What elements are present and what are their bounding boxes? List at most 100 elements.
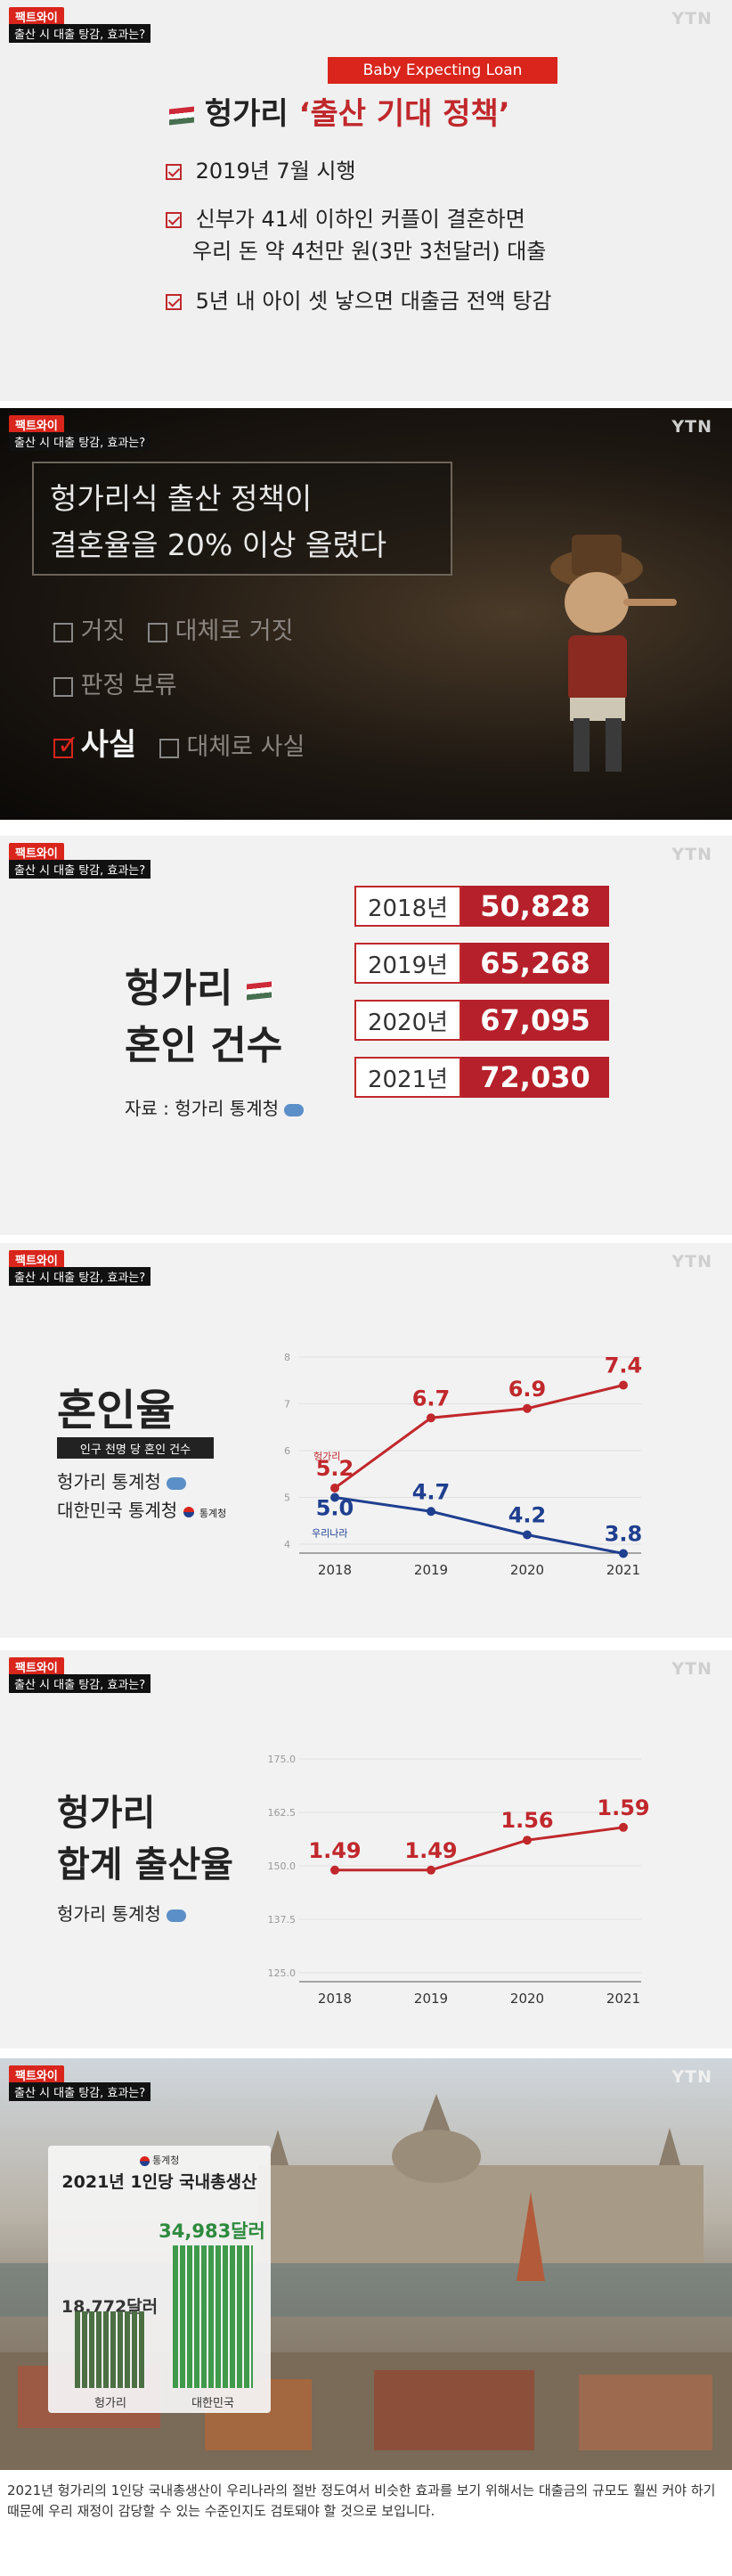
- policy-title-name: ‘출산 기대 정책’: [298, 96, 510, 132]
- hungary-flag-icon: [169, 106, 194, 125]
- y-tick-label: 4: [284, 1539, 290, 1550]
- data-label: 1.56: [500, 1808, 553, 1833]
- ytn-logo: YTN: [671, 1659, 712, 1679]
- unit-note: 인구 천명 당 혼인 건수: [57, 1437, 214, 1459]
- x-tick-label: 2021: [606, 1562, 640, 1578]
- row-value: 65,268: [461, 943, 609, 984]
- data-label: 1.49: [404, 1838, 457, 1863]
- y-tick-label: 8: [284, 1352, 290, 1363]
- marriage-rate-chart: 4 5 6 7 8 2018 2019 2020 2021 5.2 6.7 6.9 7.4 5.0 4.7 4…: [284, 1352, 643, 1578]
- verdict-selected: 사실: [80, 727, 137, 763]
- data-point: [427, 1413, 435, 1423]
- source-label: 자료 : 헝가리 통계청: [125, 1094, 305, 1120]
- x-tick-label: 2020: [510, 1562, 544, 1578]
- checkbox-icon: [148, 622, 168, 642]
- data-point: [619, 1549, 628, 1558]
- video-subtitle: 출산 시 대출 탕감, 효과는?: [9, 860, 151, 879]
- panel-verdict: 팩트와이 출산 시 대출 탕감, 효과는? YTN 헝가리식 출산 정책이 결혼…: [0, 408, 732, 820]
- x-tick-label: 2018: [318, 1562, 352, 1578]
- chart-title: 헝가리 혼인 건수: [125, 966, 283, 1068]
- data-point: [330, 1484, 339, 1492]
- factcheck-badge: 팩트와이: [9, 843, 64, 862]
- checkbox-checked-icon: [166, 212, 182, 228]
- series-name-label: 헝가리: [313, 1451, 340, 1462]
- gdp-label-hu: 헝가리: [94, 2397, 126, 2410]
- video-subtitle: 출산 시 대출 탕감, 효과는?: [9, 432, 151, 451]
- data-point: [619, 1822, 628, 1832]
- data-point: [427, 1507, 435, 1517]
- series-line: [335, 1826, 624, 1872]
- series-line: [334, 1496, 624, 1555]
- kostat-logo-icon: [139, 2155, 150, 2166]
- x-tick-label: 2020: [510, 1991, 544, 2007]
- row-year: 2020년: [354, 1000, 461, 1041]
- pinocchio-puppet-image: [550, 535, 677, 772]
- ytn-logo: YTN: [671, 417, 712, 437]
- chart-title: 헝가리 합계 출산율: [57, 1793, 233, 1885]
- claim-line: 결혼율을 20% 이상 올렸다: [50, 527, 387, 562]
- data-point: [619, 1380, 628, 1390]
- factcheck-badge: 팩트와이: [9, 1657, 64, 1676]
- panel-marriage-count: 팩트와이 출산 시 대출 탕감, 효과는? YTN 헝가리 혼인 건수 자료 :…: [0, 836, 732, 1235]
- data-label: 5.0: [316, 1496, 354, 1521]
- checkbox-icon: [53, 676, 73, 697]
- data-point: [523, 1836, 532, 1845]
- row-value: 72,030: [461, 1057, 609, 1098]
- policy-item: 신부가 41세 이하인 커플이 결혼하면: [166, 201, 525, 233]
- data-label: 4.2: [508, 1503, 547, 1528]
- ksh-logo-icon: [167, 1909, 187, 1922]
- panel-marriage-rate: 팩트와이 출산 시 대출 탕감, 효과는? YTN 혼인율 인구 천명 당 혼인…: [0, 1243, 732, 1638]
- policy-tag: Baby Expecting Loan: [328, 57, 557, 84]
- y-tick-label: 175.0: [268, 1754, 297, 1765]
- y-tick-label: 5: [284, 1492, 290, 1504]
- x-tick-label: 2019: [414, 1562, 448, 1578]
- marriage-count-row: 2019년 65,268: [354, 943, 609, 984]
- row-value: 50,828: [461, 886, 609, 927]
- data-label: 3.8: [605, 1522, 643, 1547]
- video-subtitle: 출산 시 대출 탕감, 효과는?: [9, 1267, 151, 1286]
- verdict-options: 거짓 대체로 거짓 판정 보류 ✓ 사실 대체로 사실: [53, 611, 305, 764]
- series-name-label: 우리나라: [312, 1528, 347, 1540]
- source-label: 헝가리 통계청: [57, 1900, 187, 1926]
- video-subtitle: 출산 시 대출 탕감, 효과는?: [9, 24, 151, 43]
- gdp-bar: [173, 2245, 253, 2388]
- marriage-count-row: 2018년 50,828: [354, 886, 609, 927]
- ytn-logo: YTN: [671, 845, 712, 864]
- x-tick-label: 2021: [606, 1991, 640, 2007]
- claim-line: 헝가리식 출산 정책이: [50, 481, 313, 516]
- row-year: 2018년: [354, 886, 461, 927]
- kostat-logo-icon: [183, 1506, 194, 1517]
- claim-box: 헝가리식 출산 정책이 결혼율을 20% 이상 올렸다: [32, 462, 452, 576]
- kostat-label: 통계청: [48, 2153, 271, 2167]
- policy-item: 2019년 7월 시행: [166, 153, 356, 184]
- gdp-bar: [75, 2311, 146, 2388]
- factcheck-badge: 팩트와이: [9, 2065, 64, 2084]
- ytn-logo: YTN: [671, 1252, 712, 1272]
- checkbox-checked-icon: [166, 164, 182, 180]
- row-year: 2019년: [354, 943, 461, 984]
- checkbox-icon: [53, 622, 73, 642]
- video-subtitle: 출산 시 대출 탕감, 효과는?: [9, 1674, 151, 1693]
- y-tick-label: 162.5: [268, 1807, 297, 1819]
- data-point: [330, 1492, 339, 1502]
- checkbox-checked-icon: ✓: [53, 730, 79, 761]
- fertility-rate-chart: 175.0 162.5 150.0 137.5 125.0 2018 2019 2020 202…: [268, 1754, 650, 2007]
- y-tick-label: 137.5: [268, 1914, 297, 1926]
- ytn-logo: YTN: [671, 9, 712, 29]
- row-value: 67,095: [461, 1000, 609, 1041]
- chart-title: 혼인율: [57, 1386, 175, 1435]
- data-label: 5.2: [316, 1456, 354, 1481]
- data-point: [523, 1403, 532, 1413]
- ytn-logo: YTN: [671, 2067, 712, 2087]
- data-point: [427, 1865, 435, 1875]
- data-label: 4.7: [412, 1479, 451, 1504]
- panel-fertility: 팩트와이 출산 시 대출 탕감, 효과는? YTN 헝가리 합계 출산율 헝가리…: [0, 1650, 732, 2049]
- policy-title-country: 헝가리: [204, 96, 289, 132]
- data-label: 6.9: [508, 1377, 547, 1402]
- policy-title: 헝가리 ‘출산 기대 정책’: [169, 89, 510, 133]
- data-label: 1.49: [308, 1838, 361, 1863]
- data-label: 7.4: [605, 1353, 643, 1378]
- row-year: 2021년: [354, 1057, 461, 1098]
- x-tick-label: 2019: [414, 1991, 448, 2007]
- factcheck-badge: 팩트와이: [9, 415, 64, 434]
